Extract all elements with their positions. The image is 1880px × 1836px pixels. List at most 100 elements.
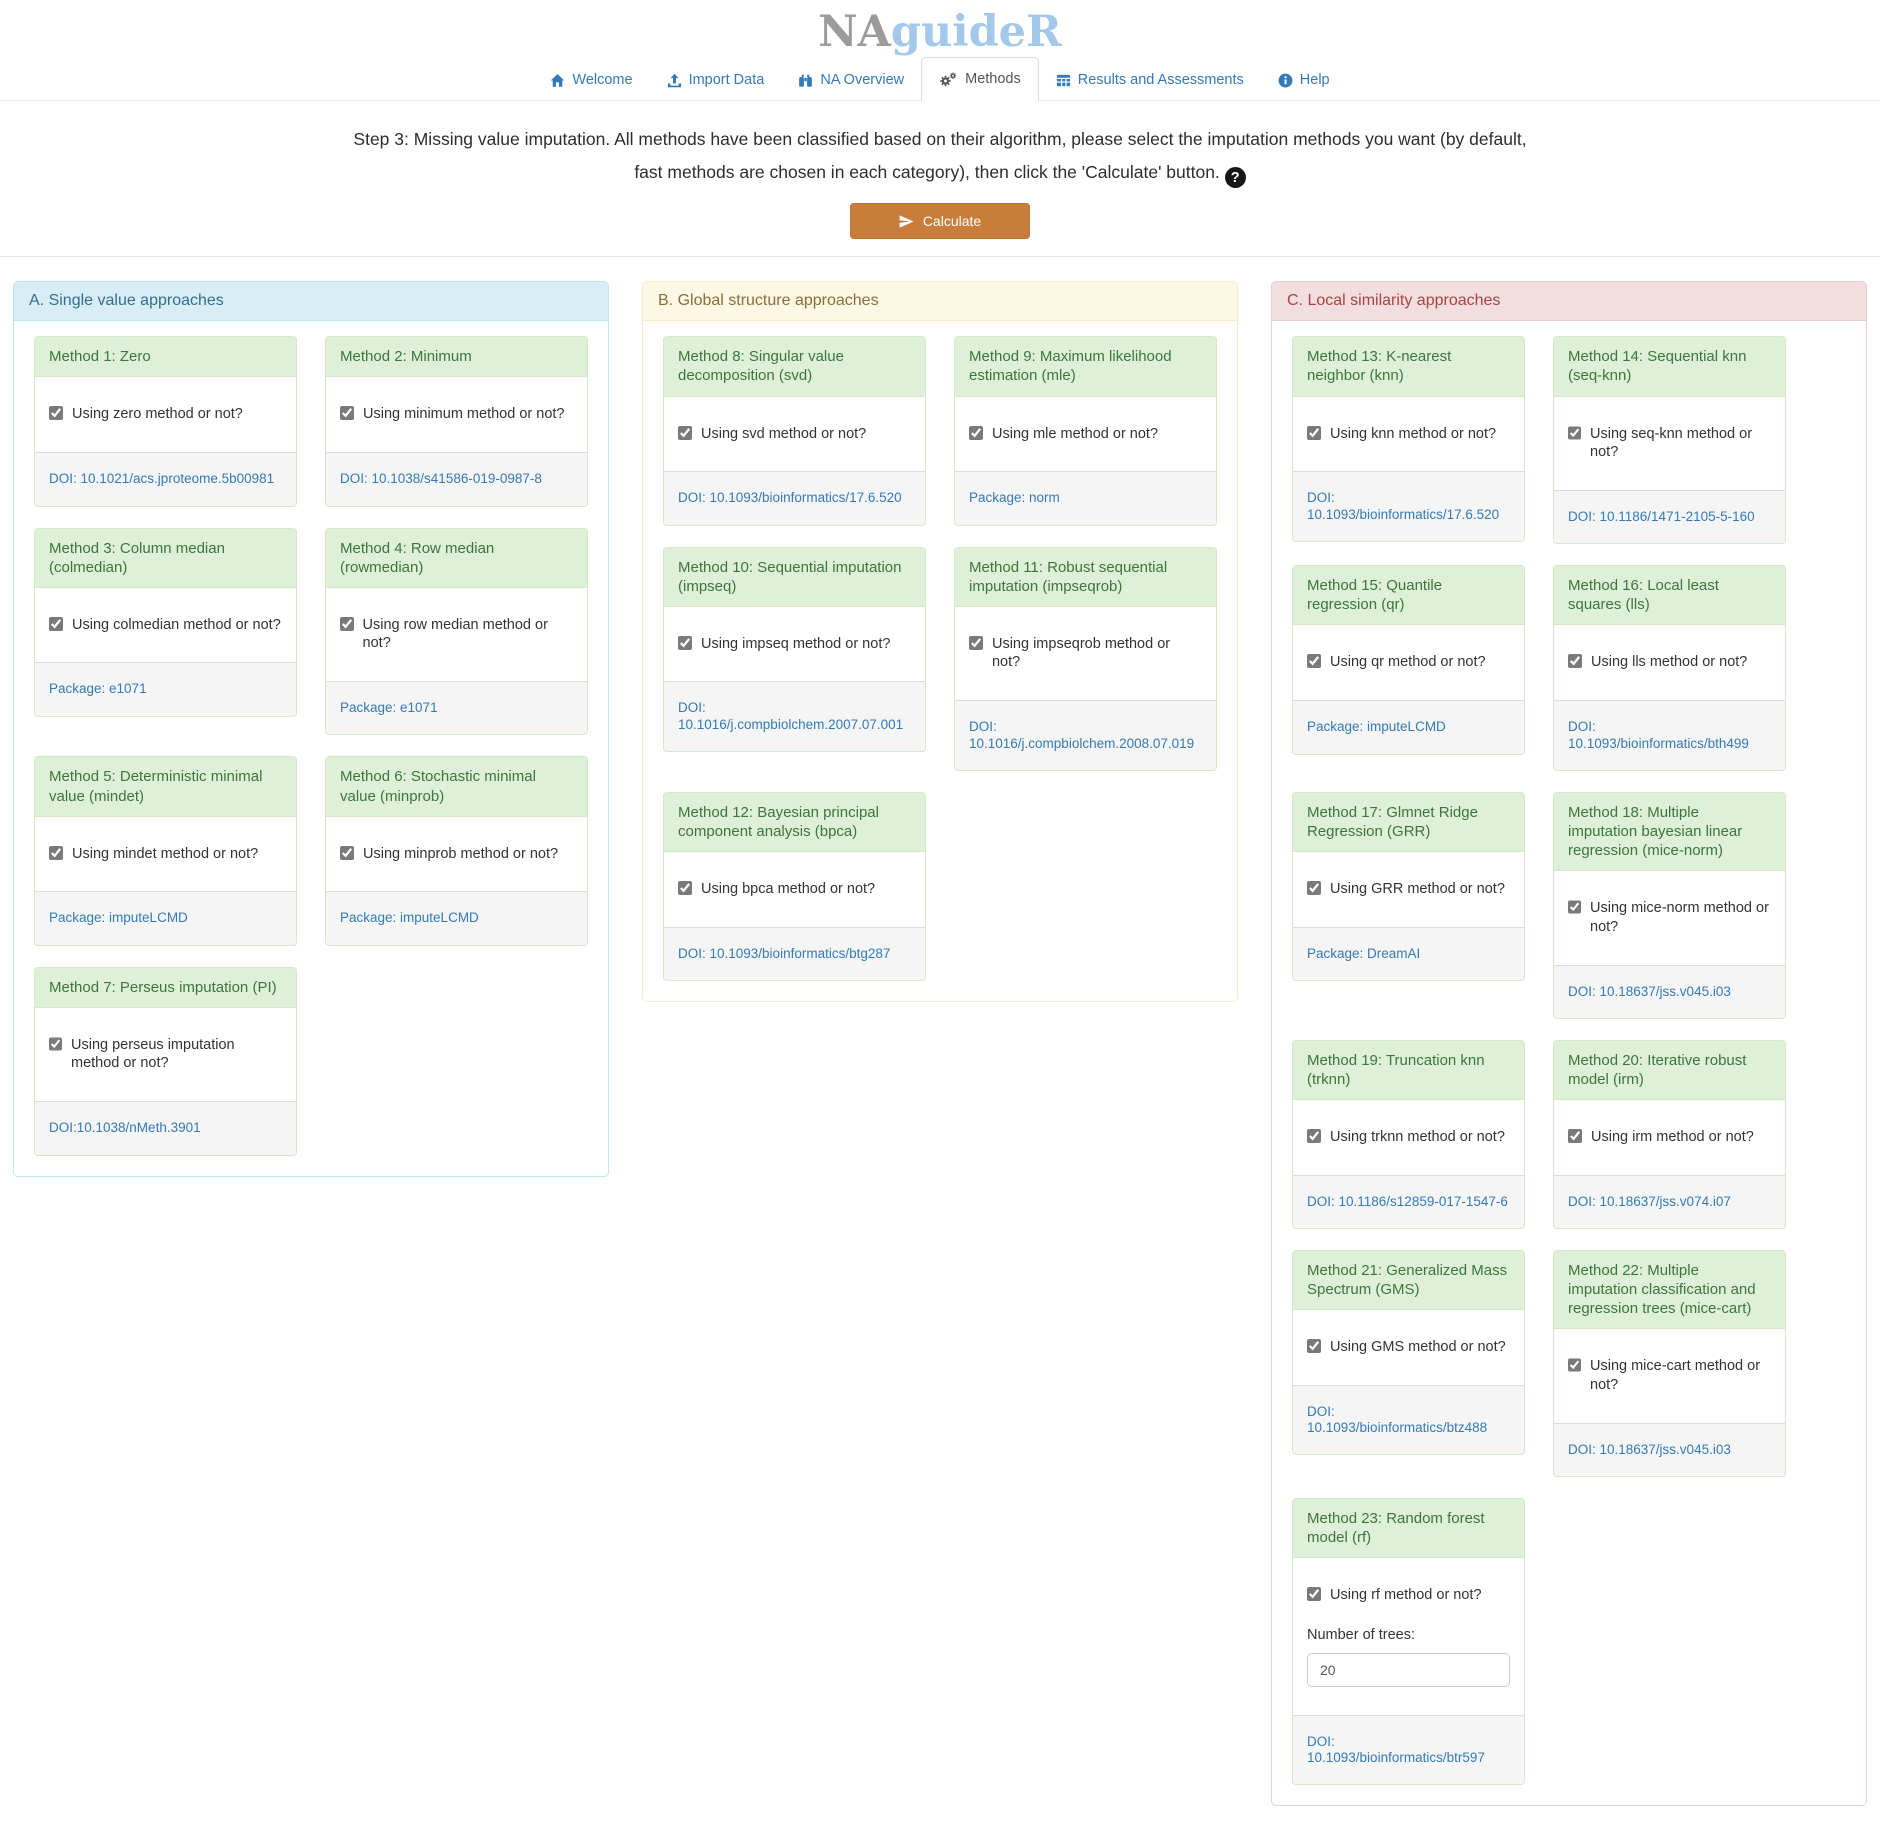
method-footer: Package: imputeLCMD xyxy=(326,891,587,945)
binoculars-icon xyxy=(798,73,813,88)
method-reference-link[interactable]: DOI: 10.1021/acs.jproteome.5b00981 xyxy=(49,471,275,487)
method-checkbox[interactable] xyxy=(969,425,983,440)
method-checkbox[interactable] xyxy=(49,406,63,421)
method-body: Using irm method or not? xyxy=(1554,1099,1785,1175)
method-body: Using GMS method or not? xyxy=(1293,1309,1524,1385)
method-reference-link[interactable]: DOI: 10.1186/1471-2105-5-160 xyxy=(1568,509,1755,525)
method-checkbox-row: Using GRR method or not? xyxy=(1307,880,1510,899)
nav-tab-help[interactable]: Help xyxy=(1261,59,1347,101)
method-checkbox-row: Using GMS method or not? xyxy=(1307,1338,1510,1357)
method-footer: Package: norm xyxy=(955,471,1216,525)
method-reference-link[interactable]: Package: imputeLCMD xyxy=(340,910,479,926)
method-checkbox[interactable] xyxy=(340,406,354,421)
category-title: A. Single value approaches xyxy=(29,292,224,310)
method-reference-link[interactable]: DOI: 10.1038/s41586-019-0987-8 xyxy=(340,471,542,487)
method-checkbox-row: Using knn method or not? xyxy=(1307,425,1510,444)
method-reference-link[interactable]: DOI: 10.18637/jss.v074.i07 xyxy=(1568,1193,1731,1209)
method-checkbox-label: Using seq-knn method or not? xyxy=(1590,425,1753,461)
method-checkbox-label: Using mice-cart method or not? xyxy=(1590,1357,1761,1393)
method-checkbox[interactable] xyxy=(678,635,692,650)
method-reference-link[interactable]: Package: e1071 xyxy=(49,681,147,697)
method-checkbox-label: Using GRR method or not? xyxy=(1330,880,1505,897)
method-checkbox[interactable] xyxy=(1568,1357,1581,1372)
method-checkbox[interactable] xyxy=(1568,425,1582,440)
method-body: Using impseqrob method or not? xyxy=(955,606,1216,701)
method-reference-link[interactable]: DOI: 10.1093/bioinformatics/btg287 xyxy=(678,945,891,961)
method-reference-link[interactable]: DOI: 10.18637/jss.v045.i03 xyxy=(1568,983,1731,999)
method-checkbox[interactable] xyxy=(1568,1128,1582,1143)
method-footer: DOI: 10.1093/bioinformatics/17.6.520 xyxy=(1293,471,1524,541)
method-checkbox-row: Using mle method or not? xyxy=(969,425,1202,444)
method-title: Method 9: Maximum likelihood estimation … xyxy=(955,337,1216,397)
nav-tab-label: Import Data xyxy=(688,72,765,89)
method-reference-link[interactable]: DOI: 10.1016/j.compbiolchem.2007.07.001 xyxy=(678,700,904,732)
trees-input[interactable] xyxy=(1307,1652,1510,1687)
method-reference-link[interactable]: DOI: 10.1093/bioinformatics/bth499 xyxy=(1568,719,1749,751)
method-reference-link[interactable]: Package: DreamAI xyxy=(1307,945,1421,961)
method-footer: Package: e1071 xyxy=(35,662,296,716)
method-checkbox[interactable] xyxy=(49,616,63,631)
method-checkbox-row: Using impseq method or not? xyxy=(678,635,911,654)
method-body: Using bpca method or not? xyxy=(664,851,925,927)
method-checkbox[interactable] xyxy=(1307,880,1321,895)
method-reference-link[interactable]: Package: imputeLCMD xyxy=(1307,719,1446,735)
method-reference-link[interactable]: DOI: 10.1016/j.compbiolchem.2008.07.019 xyxy=(969,719,1195,751)
nav-tab-welcome[interactable]: Welcome xyxy=(533,59,649,101)
method-checkbox[interactable] xyxy=(678,425,692,440)
method-reference-link[interactable]: DOI: 10.1093/bioinformatics/17.6.520 xyxy=(678,490,902,506)
nav-tab-label: Methods xyxy=(965,71,1021,88)
panel-b: B. Global structure approaches Method 8:… xyxy=(642,281,1238,1002)
method-footer: Package: imputeLCMD xyxy=(35,891,296,945)
method-reference-link[interactable]: Package: e1071 xyxy=(340,700,438,716)
method-checkbox[interactable] xyxy=(49,1036,62,1051)
method-reference-link[interactable]: DOI: 10.1093/bioinformatics/btz488 xyxy=(1307,1403,1488,1435)
method-title: Method 3: Column median (colmedian) xyxy=(35,528,296,588)
method-checkbox-label: Using zero method or not? xyxy=(72,406,243,423)
method-checkbox[interactable] xyxy=(1307,654,1321,669)
method-checkbox[interactable] xyxy=(678,880,692,895)
method-checkbox[interactable] xyxy=(1568,899,1581,914)
method-body: Using minimum method or not? xyxy=(326,377,587,453)
method-checkbox[interactable] xyxy=(1307,1128,1321,1143)
method-card: Method 21: Generalized Mass Spectrum (GM… xyxy=(1292,1249,1525,1456)
calculate-button[interactable]: Calculate xyxy=(849,203,1031,240)
method-body: Using knn method or not? xyxy=(1293,396,1524,472)
method-reference-link[interactable]: DOI: 10.1186/s12859-017-1547-6 xyxy=(1307,1193,1508,1209)
method-checkbox[interactable] xyxy=(1307,1338,1321,1353)
panel-a: A. Single value approaches Method 1: Zer… xyxy=(13,281,609,1177)
method-checkbox[interactable] xyxy=(1307,1586,1321,1601)
nav-tab-import-data[interactable]: Import Data xyxy=(650,59,782,101)
app-logo: NAguideR xyxy=(0,7,1880,57)
brand-guider: guideR xyxy=(890,7,1062,57)
method-body: Using trknn method or not? xyxy=(1293,1099,1524,1175)
method-body: Using GRR method or not? xyxy=(1293,851,1524,927)
nav-tab-methods[interactable]: Methods xyxy=(921,57,1039,102)
method-reference-link[interactable]: DOI:10.1038/nMeth.3901 xyxy=(49,1120,201,1136)
method-card: Method 19: Truncation knn (trknn) Using … xyxy=(1292,1039,1525,1229)
method-footer: Package: e1071 xyxy=(326,681,587,735)
method-checkbox[interactable] xyxy=(1307,425,1321,440)
method-reference-link[interactable]: DOI: 10.1093/bioinformatics/17.6.520 xyxy=(1307,490,1500,522)
method-title: Method 4: Row median (rowmedian) xyxy=(326,528,587,588)
method-footer: DOI: 10.1016/j.compbiolchem.2007.07.001 xyxy=(664,681,925,751)
question-circle-icon: ? xyxy=(1224,167,1246,189)
method-checkbox[interactable] xyxy=(1568,654,1582,669)
method-body: Using rf method or not? Number of trees: xyxy=(1293,1557,1524,1715)
method-reference-link[interactable]: Package: norm xyxy=(969,490,1060,506)
trees-field: Number of trees: xyxy=(1307,1627,1510,1687)
method-checkbox[interactable] xyxy=(340,616,354,631)
method-checkbox[interactable] xyxy=(49,845,63,860)
method-checkbox-row: Using colmedian method or not? xyxy=(49,616,282,635)
method-checkbox[interactable] xyxy=(969,635,983,650)
method-checkbox[interactable] xyxy=(340,845,354,860)
method-reference-link[interactable]: Package: imputeLCMD xyxy=(49,910,188,926)
method-title: Method 1: Zero xyxy=(35,337,296,378)
method-reference-link[interactable]: DOI: 10.18637/jss.v045.i03 xyxy=(1568,1441,1731,1457)
nav-tab-results-and-assessments[interactable]: Results and Assessments xyxy=(1039,59,1261,101)
method-card: Method 18: Multiple imputation bayesian … xyxy=(1553,791,1786,1019)
method-reference-link[interactable]: DOI: 10.1093/bioinformatics/btr597 xyxy=(1307,1733,1485,1765)
method-title: Method 22: Multiple imputation classific… xyxy=(1554,1250,1785,1329)
nav-tab-na-overview[interactable]: NA Overview xyxy=(781,59,921,101)
method-checkbox-label: Using lls method or not? xyxy=(1591,654,1748,671)
category-header: A. Single value approaches xyxy=(14,282,608,322)
